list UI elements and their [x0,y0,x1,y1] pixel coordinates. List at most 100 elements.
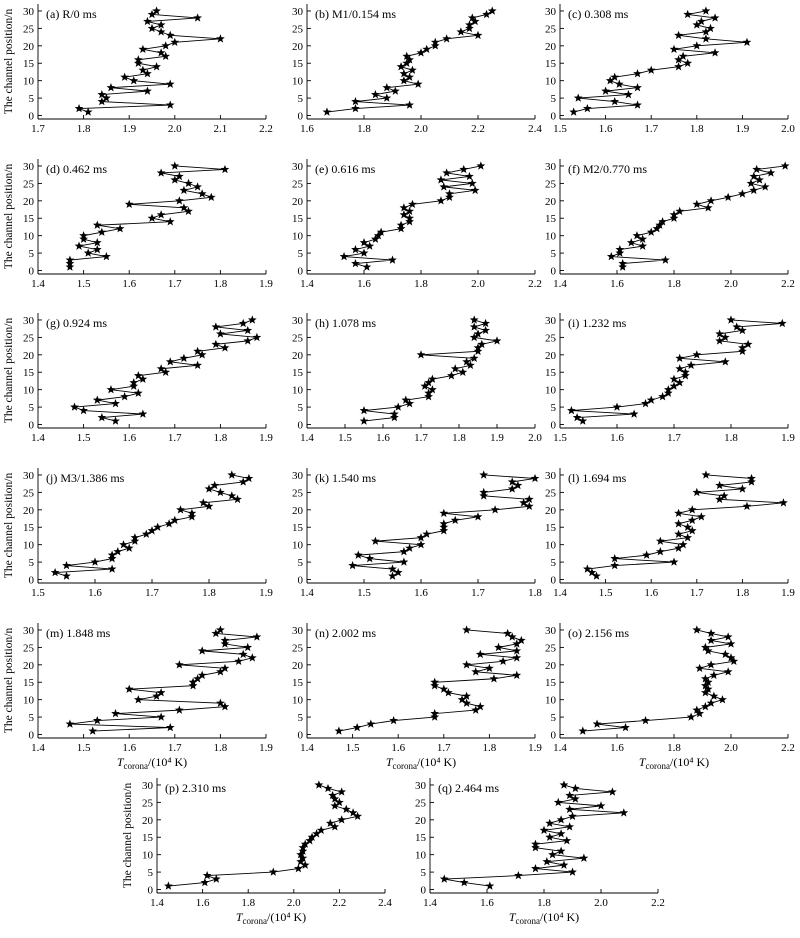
data-point [742,501,752,511]
data-point [747,473,756,483]
data-point [371,234,380,243]
data-point [606,251,616,261]
data-point [738,343,747,352]
data-point [732,322,742,331]
y-tick-label: 30 [23,315,35,327]
panel-12: 1.4 1.5 1.6 1.7 1.8 1.9 0 5 10 15 20 25 30 (m) 1.848 … [3,623,273,771]
data-point [655,536,665,545]
y-tick-label: 30 [292,161,304,173]
data-point [97,90,107,99]
data-point [133,371,143,380]
data-point [723,632,733,641]
x-tick-label: 1.8 [241,897,255,909]
data-point [335,797,344,807]
data-point [701,470,711,479]
data-point [462,357,471,366]
y-tick-label: 20 [23,505,35,517]
data-point [405,399,414,408]
data-point [618,262,628,271]
data-point [559,860,569,869]
data-point [165,79,175,88]
data-point [129,381,139,390]
x-tick-label: 1.8 [537,897,551,909]
data-point [565,822,575,831]
panel-label: (j) M3/1.386 ms [46,471,125,485]
data-point [462,691,471,700]
data-point [107,564,117,573]
y-tick-label: 15 [415,832,427,844]
data-point [405,213,414,222]
data-point [618,258,628,268]
data-point [614,79,624,88]
data-point [373,231,383,240]
data-point [399,547,409,556]
data-point [556,846,566,855]
data-point [188,681,198,690]
data-point [193,674,202,683]
x-tick-label: 1.8 [667,742,681,754]
data-point [700,688,710,697]
data-point [669,210,679,219]
data-point [743,339,753,349]
data-point [646,227,656,236]
x-tick-label: 1.4 [300,432,314,444]
panel-4: 1.4 1.6 1.8 2.0 2.2 0 5 10 15 20 25 30 (e) 0.616 ms [292,159,542,290]
data-point [92,715,102,725]
x-tick-label: 1.4 [300,742,314,754]
data-point [641,399,650,408]
data-point [695,709,705,718]
data-point [445,192,454,202]
data-point [565,804,575,814]
data-point [669,374,679,383]
data-point [512,639,522,648]
x-tick-label: 1.6 [610,432,624,444]
x-tick-label: 1.7 [437,742,451,754]
data-point [216,487,225,497]
y-tick-label: 20 [23,196,35,208]
data-point [153,522,163,531]
data-point [352,722,362,732]
x-tick-label: 1.8 [214,278,228,290]
data-point [710,13,720,22]
x-tick-label: 1.5 [553,432,567,444]
data-point [408,199,417,209]
data-point [197,189,207,198]
y-tick-label: 10 [545,695,557,707]
data-point [220,639,230,648]
data-point [97,412,107,422]
y-tick-label: 5 [29,93,35,105]
y-tick-label: 20 [545,505,557,517]
y-tick-label: 30 [142,780,154,792]
data-point [401,395,411,404]
panel-1: 1.6 1.8 2.0 2.2 2.4 0 5 10 15 20 25 30 (b) M1/0.154 … [292,4,542,135]
y-tick-label: 15 [545,58,557,70]
y-tick-label: 15 [292,677,304,689]
data-point [97,96,107,106]
y-tick-label: 10 [292,695,304,707]
x-tick-label: 1.4 [300,278,314,290]
data-point [164,881,173,890]
data-point [188,677,198,686]
data-point [422,44,432,54]
y-tick-label: 0 [29,575,35,587]
data-point [687,505,697,514]
data-point [692,705,702,714]
y-tick-label: 10 [23,385,35,397]
data-point [243,325,253,335]
data-point [710,48,720,57]
data-point [703,646,713,655]
data-point [430,41,440,50]
data-point [720,357,730,366]
y-tick-label: 20 [545,350,557,362]
data-point [692,199,702,209]
data-point [681,371,690,380]
data-point [674,543,683,552]
data-point [402,58,412,67]
y-tick-label: 0 [29,111,35,123]
data-point [479,487,489,497]
data-point [174,196,184,205]
data-point [107,550,117,559]
x-tick-label: 1.6 [376,432,390,444]
data-point [130,536,140,545]
data-point [152,62,161,71]
